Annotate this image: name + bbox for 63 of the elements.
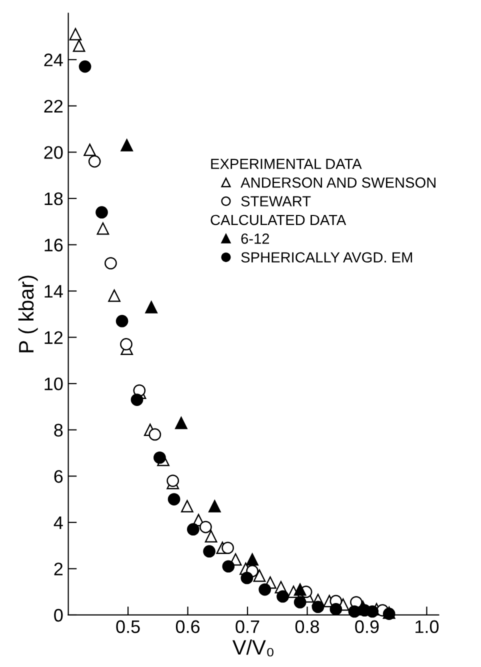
y-axis-title: P ( kbar) [18,276,38,352]
y-tick-label: 4 [54,516,63,529]
legend-label: SPHERICALLY AVGD. EM [241,252,412,263]
point [294,583,306,596]
y-tick-label: 18 [44,192,63,206]
point [96,206,108,219]
point [148,428,162,441]
point [72,40,86,52]
point [204,530,218,542]
point [84,144,96,156]
y-tick-label: 2 [54,562,63,576]
point [154,451,166,464]
point [312,600,324,614]
x-tick-label: 0.9 [355,620,379,634]
point [181,500,194,512]
point [330,603,342,616]
annotation: CALCULATED DATA [210,214,346,226]
point [366,605,379,618]
point [168,493,180,506]
y-tick-label: 6 [54,470,63,483]
point [186,523,200,536]
y-tick-label: 14 [44,285,63,298]
point [120,139,134,152]
x-tick-label: 0.8 [295,620,320,634]
y-tick-label: 0 [54,608,63,622]
y-tick-label: 8 [54,424,63,437]
point [78,60,92,73]
x-tick-label: 1.0 [416,620,439,634]
y-tick-label: 12 [44,331,63,344]
point [104,257,117,270]
y-tick-label: 20 [44,146,63,159]
point [96,222,110,235]
point [175,416,188,430]
point [246,553,258,566]
point [203,545,216,558]
x-axis-title: V/V₀ [232,639,274,656]
point [294,596,306,608]
point [116,314,128,328]
point [88,155,101,168]
x-tick-label: 0.7 [236,620,260,634]
x-tick-label: 0.5 [116,620,140,634]
point [208,500,221,512]
legend-label: 6-12 [241,234,270,244]
point [276,590,289,603]
point [258,583,272,596]
point [69,28,82,40]
point [222,542,234,554]
y-tick-label: 16 [44,238,63,252]
y-tick-label: 10 [44,378,63,390]
point [120,338,132,350]
annotation: EXPERIMENTAL DATA [211,158,362,169]
point [240,572,254,584]
y-tick-label: 24 [44,54,63,66]
point [253,569,266,582]
point [200,520,212,534]
y-tick-label: 22 [44,100,63,112]
point [222,560,235,573]
legend-label: ANDERSON AND SWENSON [240,177,436,188]
point [145,301,158,314]
legend-label: STEWART [241,196,311,206]
point [108,289,120,302]
point [166,474,180,487]
x-tick-label: 0.6 [176,620,200,634]
